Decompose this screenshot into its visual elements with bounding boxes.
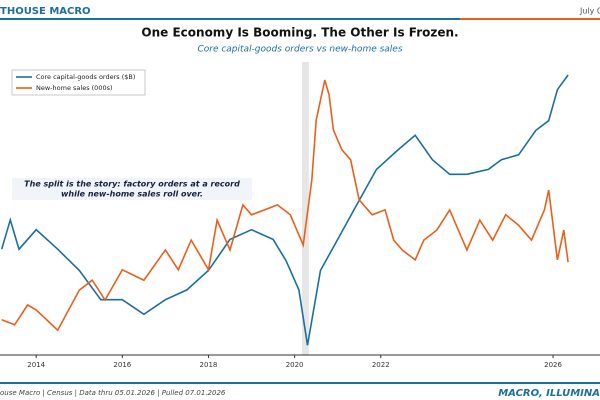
legend-label: Core capital-goods orders ($B) xyxy=(36,73,135,81)
chart-subtitle: Core capital-goods orders vs new-home sa… xyxy=(197,45,402,55)
annotation: The split is the story: factory orders a… xyxy=(24,180,240,189)
x-tick-label: 2018 xyxy=(200,361,218,369)
x-tick-label: 2026 xyxy=(544,361,562,369)
x-tick-label: 2020 xyxy=(286,361,304,369)
series-line xyxy=(0,74,569,346)
plot: 2014 2016 2018 2020 2022 2026 Core capital-goo… xyxy=(0,62,600,369)
series-line xyxy=(1,79,569,332)
footer-source: ouse Macro | Census | Data thru 05.01.20… xyxy=(0,389,226,397)
x-tick-label: 2022 xyxy=(372,361,390,369)
annotation-box xyxy=(12,178,252,200)
shaded-band xyxy=(301,62,309,355)
legend-box xyxy=(11,69,146,96)
legend-label: New-home sales (000s) xyxy=(36,84,113,92)
x-tick-label: 2014 xyxy=(27,361,45,369)
brand: THOUSE MACRO xyxy=(0,6,91,17)
date: July 01 xyxy=(579,7,600,16)
annotation: while new-home sales roll over. xyxy=(61,190,203,199)
x-tick-label: 2016 xyxy=(113,361,131,369)
chart-title: One Economy Is Booming. The Other Is Fro… xyxy=(141,26,458,40)
footer-brand: MACRO, ILLUMINA xyxy=(498,388,600,399)
